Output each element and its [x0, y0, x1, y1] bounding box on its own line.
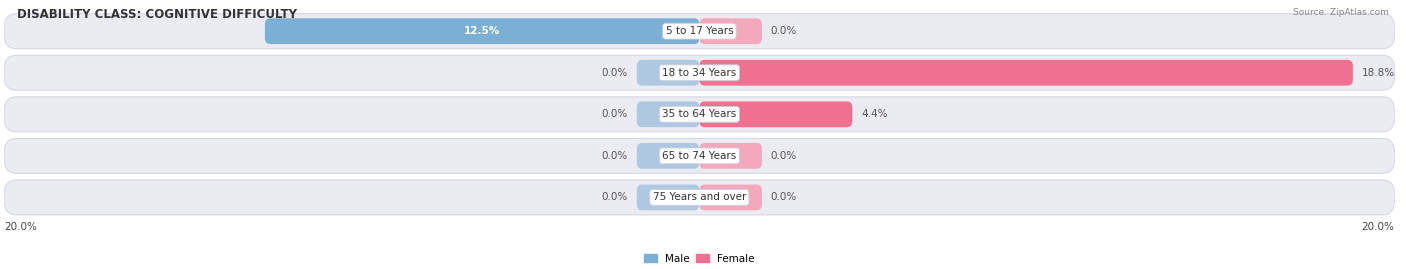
FancyBboxPatch shape: [264, 18, 699, 44]
Text: 0.0%: 0.0%: [770, 192, 797, 203]
Text: Source: ZipAtlas.com: Source: ZipAtlas.com: [1294, 8, 1389, 17]
Text: DISABILITY CLASS: COGNITIVE DIFFICULTY: DISABILITY CLASS: COGNITIVE DIFFICULTY: [17, 8, 297, 21]
FancyBboxPatch shape: [637, 185, 699, 210]
Text: 0.0%: 0.0%: [770, 151, 797, 161]
Text: 0.0%: 0.0%: [602, 109, 628, 119]
FancyBboxPatch shape: [699, 18, 762, 44]
FancyBboxPatch shape: [4, 55, 1395, 90]
FancyBboxPatch shape: [4, 180, 1395, 215]
Text: 18.8%: 18.8%: [1361, 68, 1395, 78]
Text: 12.5%: 12.5%: [464, 26, 501, 36]
FancyBboxPatch shape: [4, 14, 1395, 49]
Text: 0.0%: 0.0%: [602, 192, 628, 203]
FancyBboxPatch shape: [4, 139, 1395, 173]
Text: 5 to 17 Years: 5 to 17 Years: [665, 26, 733, 36]
Text: 18 to 34 Years: 18 to 34 Years: [662, 68, 737, 78]
FancyBboxPatch shape: [637, 101, 699, 127]
Text: 65 to 74 Years: 65 to 74 Years: [662, 151, 737, 161]
FancyBboxPatch shape: [699, 143, 762, 169]
Text: 20.0%: 20.0%: [4, 222, 37, 232]
FancyBboxPatch shape: [637, 143, 699, 169]
Text: 0.0%: 0.0%: [602, 68, 628, 78]
FancyBboxPatch shape: [699, 185, 762, 210]
Text: 35 to 64 Years: 35 to 64 Years: [662, 109, 737, 119]
FancyBboxPatch shape: [699, 60, 1353, 86]
Text: 0.0%: 0.0%: [602, 151, 628, 161]
FancyBboxPatch shape: [699, 101, 852, 127]
FancyBboxPatch shape: [637, 60, 699, 86]
Legend: Male, Female: Male, Female: [640, 249, 759, 268]
FancyBboxPatch shape: [4, 97, 1395, 132]
Text: 4.4%: 4.4%: [860, 109, 887, 119]
Text: 0.0%: 0.0%: [770, 26, 797, 36]
Text: 20.0%: 20.0%: [1362, 222, 1395, 232]
Text: 75 Years and over: 75 Years and over: [652, 192, 747, 203]
